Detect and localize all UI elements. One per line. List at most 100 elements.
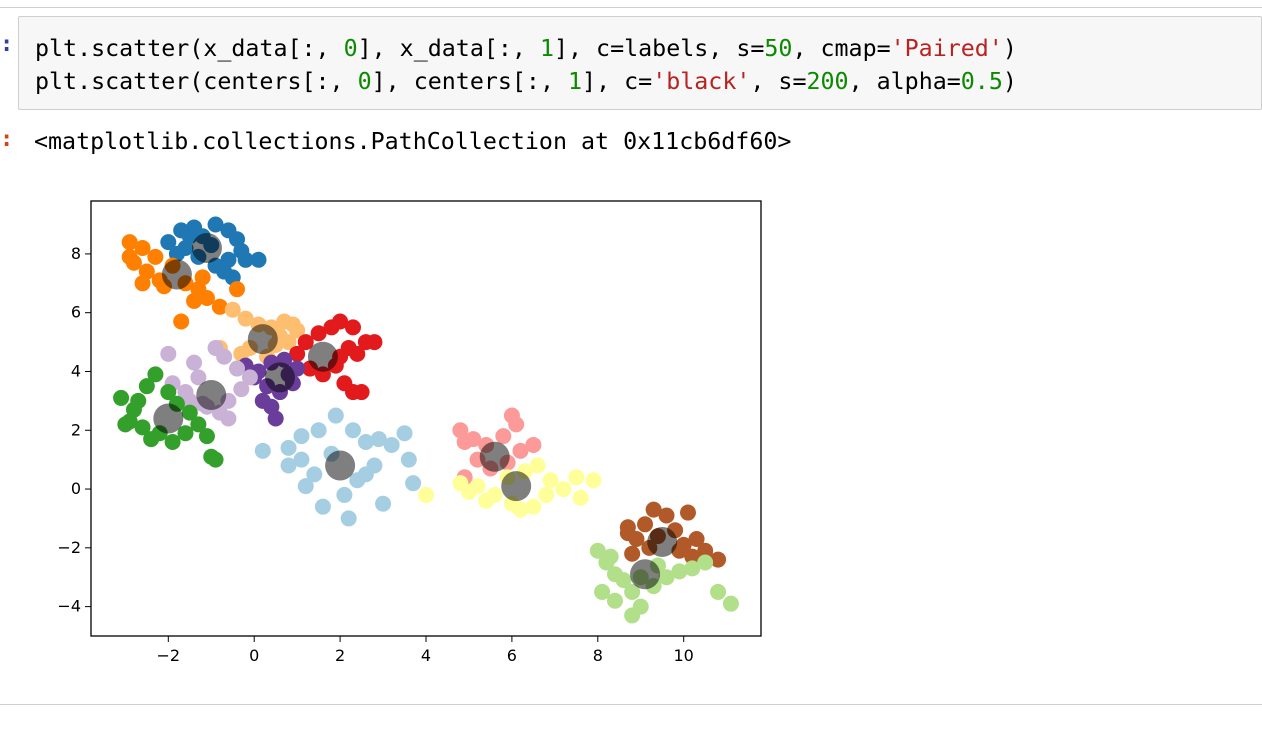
code-token: plt.scatter(centers[:,: [35, 68, 358, 95]
scatter-point: [568, 469, 585, 486]
x-tick-label: 6: [507, 646, 517, 665]
scatter-point: [113, 389, 130, 406]
scatter-point: [456, 434, 473, 451]
scatter-point: [538, 486, 555, 503]
cluster-center-point: [161, 259, 192, 290]
scatter-point: [658, 507, 675, 524]
scatter-plot: −2 0 2 4 6 8 10 −4 −2 0 2 4 6 8: [57, 200, 762, 665]
scatter-point: [147, 248, 164, 265]
scatter-point: [383, 436, 400, 453]
scatter-point: [555, 481, 572, 498]
input-prompt: :: [0, 32, 14, 57]
scatter-point: [198, 428, 215, 445]
cluster-center-point: [501, 471, 532, 502]
output-prompt: :: [0, 127, 14, 152]
scatter-point: [138, 378, 155, 395]
scatter-point: [602, 548, 619, 565]
scatter-point: [143, 431, 160, 448]
scatter-point: [211, 298, 228, 315]
scatter-point: [357, 434, 374, 451]
scatter-point: [400, 451, 417, 468]
y-tick-label: 8: [71, 244, 81, 263]
code-line: plt.scatter(centers[:, 0], centers[:, 1]…: [35, 65, 1017, 98]
scatter-point: [254, 442, 271, 459]
scatter-point: [293, 428, 310, 445]
cluster-center-point: [196, 379, 227, 410]
scatter-point: [344, 319, 361, 336]
cluster-center-point: [153, 403, 184, 434]
scatter-point: [495, 428, 512, 445]
scatter-point: [207, 216, 224, 233]
scatter-point: [224, 301, 241, 318]
scatter-point: [134, 275, 151, 292]
scatter-point: [250, 251, 267, 268]
cluster-center-point: [247, 324, 278, 355]
scatter-point: [594, 583, 611, 600]
scatter-point: [478, 492, 495, 509]
y-tick-label: −2: [57, 538, 81, 557]
scatter-point: [327, 407, 344, 424]
scatter-point: [181, 404, 198, 421]
code-token: ], x_data[:,: [357, 35, 540, 62]
scatter-point: [134, 419, 151, 436]
scatter-point: [645, 501, 662, 518]
code-cell[interactable]: plt.scatter(x_data[:, 0], x_data[:, 1], …: [18, 16, 1262, 110]
scatter-point: [684, 548, 701, 565]
scatter-point: [190, 416, 207, 433]
scatter-point: [340, 510, 357, 527]
axis-ticks: −2 0 2 4 6 8 10 −4 −2 0 2 4 6 8: [57, 244, 693, 665]
cluster-center-point: [647, 526, 678, 557]
code-token: 'Paired': [890, 35, 1003, 62]
scatter-point: [589, 542, 606, 559]
scatter-point: [344, 422, 361, 439]
code-line: plt.scatter(x_data[:, 0], x_data[:, 1], …: [35, 32, 1017, 65]
scatter-point: [679, 504, 696, 521]
scatter-point: [186, 292, 203, 309]
cluster-center-point: [325, 450, 356, 481]
scatter-point: [357, 466, 374, 483]
scatter-point: [710, 583, 727, 600]
scatter-point: [121, 234, 138, 251]
scatter-point: [297, 478, 314, 495]
code-token: , s=: [750, 68, 807, 95]
code-token: 0.5: [960, 68, 1003, 95]
scatter-point: [722, 595, 739, 612]
scatter-point: [173, 313, 190, 330]
code-token: ], c=: [582, 68, 653, 95]
x-tick-label: 2: [335, 646, 345, 665]
code-token: 'black': [652, 68, 751, 95]
scatter-point: [658, 569, 675, 586]
scatter-point: [186, 354, 203, 371]
code-token: 0: [343, 35, 358, 62]
cluster-centers: [153, 233, 678, 590]
scatter-point: [637, 516, 654, 533]
cluster-center-point: [191, 233, 222, 264]
scatter-point: [181, 392, 198, 409]
scatter-point: [310, 325, 327, 342]
cluster-center-point: [307, 341, 338, 372]
scatter-point: [697, 542, 714, 559]
scatter-point: [130, 392, 147, 409]
scatter-point: [284, 316, 301, 333]
scatter-point: [525, 436, 542, 453]
scatter-point: [181, 228, 198, 245]
scatter-point: [370, 431, 387, 448]
scatter-point: [310, 422, 327, 439]
scatter-point: [512, 442, 529, 459]
y-tick-label: 6: [71, 303, 81, 322]
x-tick-label: 10: [674, 646, 694, 665]
cell-top-border: [0, 7, 1262, 8]
cluster-center-point: [264, 362, 295, 393]
code-editor[interactable]: plt.scatter(x_data[:, 0], x_data[:, 1], …: [35, 32, 1017, 98]
scatter-point: [336, 486, 353, 503]
scatter-point: [280, 457, 297, 474]
scatter-point: [237, 251, 254, 268]
x-tick-label: −2: [157, 646, 181, 665]
scatter-point: [198, 289, 215, 306]
scatter-point: [525, 498, 542, 515]
scatter-point: [237, 310, 254, 327]
code-token: ): [1002, 35, 1017, 62]
scatter-point: [297, 334, 314, 351]
code-token: 1: [568, 68, 583, 95]
scatter-point: [293, 451, 310, 468]
